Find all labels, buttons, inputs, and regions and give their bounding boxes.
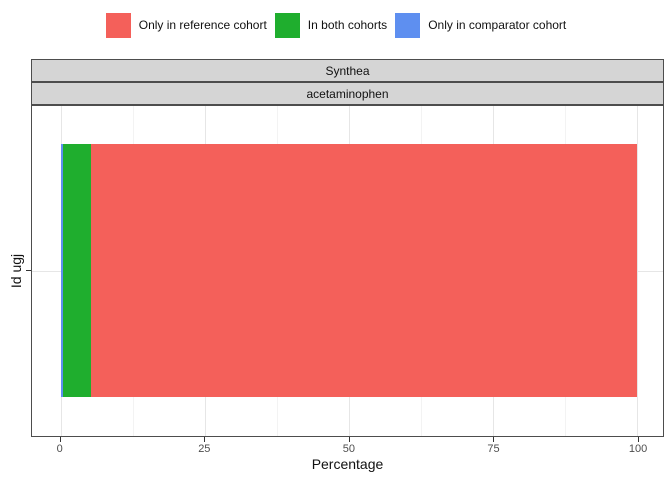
y-axis-title: Id ugj (8, 253, 24, 289)
legend-label: In both cohorts (307, 18, 388, 32)
legend-item-reference: Only in reference cohort (105, 12, 267, 38)
legend: Only in reference cohort In both cohorts… (0, 12, 672, 38)
x-tick-mark (348, 437, 350, 442)
facet-strip-database-label: Synthea (325, 63, 370, 78)
facet-strip-cohort: acetaminophen (31, 82, 664, 105)
x-tick-label: 75 (487, 443, 500, 455)
legend-item-comparator: Only in comparator cohort (395, 12, 567, 38)
plot-panel (31, 105, 664, 437)
x-tick-mark (59, 437, 61, 442)
stacked-bar (32, 143, 663, 398)
legend-label: Only in reference cohort (138, 18, 267, 32)
x-axis: 0 25 50 75 100 (31, 437, 664, 459)
bar-segment (63, 143, 91, 398)
x-tick-mark (493, 437, 495, 442)
bar-segment (90, 143, 638, 398)
x-tick-label: 100 (628, 443, 648, 455)
x-tick-label: 0 (56, 443, 63, 455)
x-tick-label: 50 (342, 443, 356, 455)
legend-label: Only in comparator cohort (428, 18, 567, 32)
y-tick-mark (26, 270, 31, 271)
facet-strip-database: Synthea (31, 59, 664, 82)
bar-segment (60, 143, 64, 398)
facet-strip-cohort-label: acetaminophen (306, 86, 389, 101)
x-tick-mark (638, 437, 640, 442)
both-cohorts-swatch-icon (274, 12, 300, 38)
legend-item-both: In both cohorts (274, 12, 388, 38)
reference-cohort-swatch-icon (105, 12, 131, 38)
comparator-cohort-swatch-icon (395, 12, 421, 38)
x-axis-title: Percentage (311, 456, 384, 472)
x-tick-label: 25 (198, 443, 211, 455)
x-tick-mark (204, 437, 206, 442)
